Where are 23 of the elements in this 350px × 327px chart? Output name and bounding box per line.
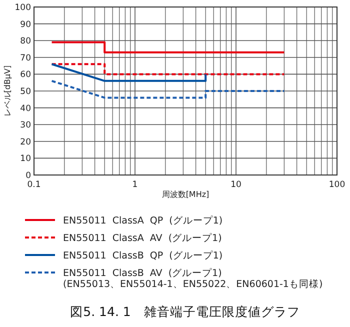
legend-label: EN55011 ClassA AV (グループ1)	[63, 232, 222, 244]
y-tick-label: 20	[20, 137, 31, 148]
x-tick-label: 10	[230, 180, 242, 190]
y-tick-label: 90	[20, 20, 31, 30]
legend-label: EN55011 ClassB AV (グループ1)	[63, 267, 222, 279]
text: 図5. 14. 1 雑音端子電圧限度値グラフ	[70, 304, 300, 319]
y-tick-label: 80	[20, 36, 31, 47]
x-tick-label: 0.1	[27, 180, 41, 190]
y-tick-label: 70	[20, 53, 31, 64]
legend-label: EN55011 ClassA QP (グループ1)	[63, 214, 223, 226]
y-tick-label: 60	[20, 70, 31, 80]
y-tick-label: 30	[20, 120, 31, 131]
y-tick-label: 10	[20, 154, 31, 164]
y-tick-label: 40	[20, 104, 31, 114]
text: (EN55013、EN55014-1、EN55022、EN60601-1も同様)	[63, 278, 323, 290]
y-axis-title: レベル[dBμV]	[3, 65, 12, 117]
x-tick-label: 1	[132, 180, 138, 190]
legend-label: EN55011 ClassB QP (グループ1)	[63, 250, 223, 262]
y-tick-label: 100	[14, 3, 31, 13]
y-tick-label: 0	[26, 171, 31, 181]
x-tick-label: 100	[328, 180, 346, 190]
y-tick-label: 50	[20, 87, 31, 97]
x-axis-title: 周波数[MHz]	[162, 190, 210, 199]
